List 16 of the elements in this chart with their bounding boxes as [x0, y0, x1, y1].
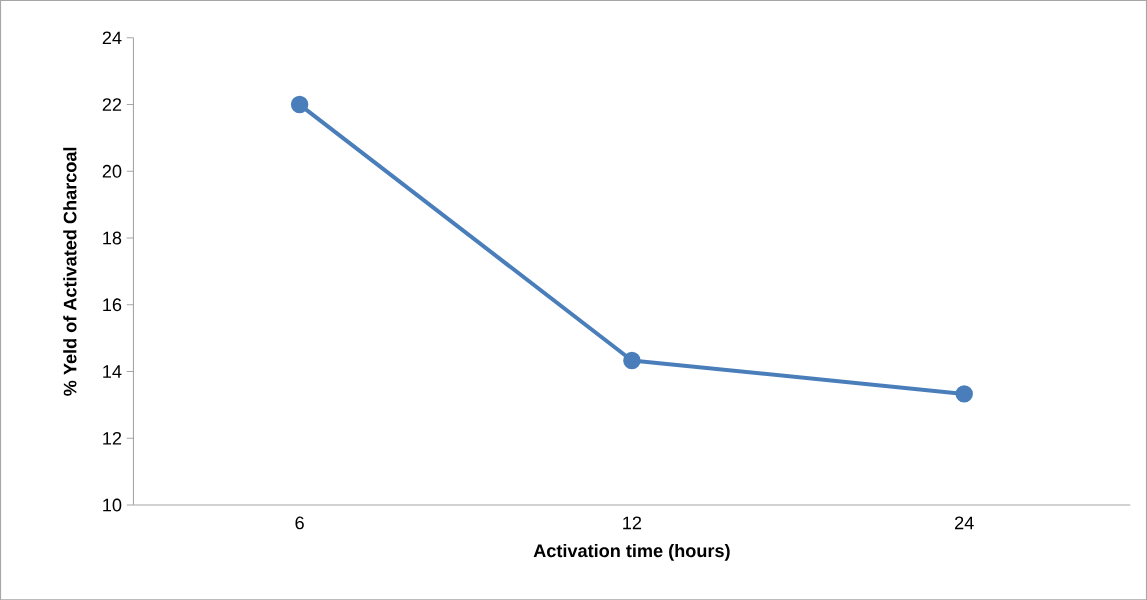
- x-tick-label: 12: [623, 516, 642, 530]
- y-axis-title: % Yeld of Activated Charcoal: [63, 147, 77, 396]
- x-tick-label: 24: [955, 516, 974, 530]
- point: [955, 385, 973, 403]
- point: [290, 95, 309, 114]
- y-tick-label: 14: [103, 365, 122, 378]
- y-tick-label: 20: [102, 164, 122, 178]
- y-tick-label: 24: [102, 31, 122, 45]
- x-tick-label: 6: [295, 516, 304, 530]
- y-tick-label: 18: [103, 231, 122, 245]
- y-tick-label: 16: [103, 298, 122, 312]
- x-axis-title: Activation time (hours): [533, 543, 730, 561]
- y-tick-label: 10: [103, 498, 122, 512]
- y-tick-label: 12: [103, 431, 122, 445]
- point: [623, 351, 641, 370]
- y-tick-label: 22: [102, 98, 122, 111]
